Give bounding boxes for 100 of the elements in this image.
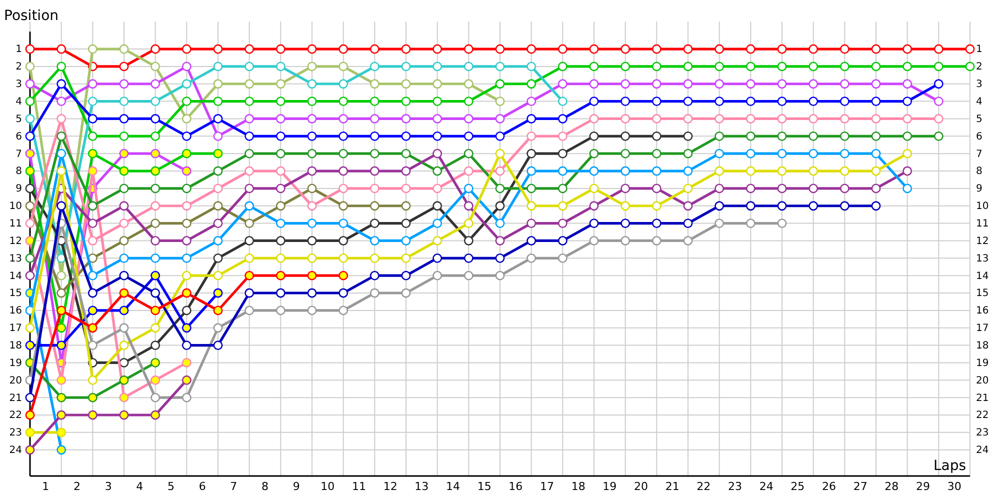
point bbox=[88, 306, 98, 316]
point bbox=[370, 62, 380, 72]
point bbox=[777, 148, 787, 158]
point bbox=[714, 218, 724, 228]
point bbox=[526, 184, 536, 194]
point bbox=[25, 392, 35, 402]
point bbox=[56, 340, 66, 350]
point bbox=[88, 131, 98, 141]
point bbox=[746, 44, 756, 54]
point bbox=[56, 270, 66, 280]
point bbox=[276, 114, 286, 124]
point bbox=[401, 96, 411, 106]
point bbox=[495, 44, 505, 54]
point bbox=[338, 288, 348, 298]
point bbox=[88, 79, 98, 89]
point bbox=[589, 44, 599, 54]
y-tick-label: 1 bbox=[16, 44, 22, 56]
point bbox=[338, 131, 348, 141]
point bbox=[338, 79, 348, 89]
point bbox=[182, 218, 192, 228]
point bbox=[307, 184, 317, 194]
point bbox=[777, 201, 787, 211]
x-tick-label: 28 bbox=[884, 480, 899, 493]
x-tick-label: 20 bbox=[634, 480, 648, 493]
point bbox=[464, 79, 474, 89]
point bbox=[746, 166, 756, 176]
point bbox=[683, 96, 693, 106]
point bbox=[432, 148, 442, 158]
point bbox=[683, 166, 693, 176]
point bbox=[432, 114, 442, 124]
point bbox=[338, 236, 348, 246]
y-tick-label: 18 bbox=[9, 340, 22, 352]
y2-tick-label: 6 bbox=[976, 131, 982, 142]
x-tick-label: 23 bbox=[728, 480, 742, 493]
point bbox=[338, 270, 348, 280]
point bbox=[464, 201, 474, 211]
point bbox=[182, 184, 192, 194]
point bbox=[244, 253, 254, 263]
x-tick-label: 2 bbox=[74, 480, 80, 493]
point bbox=[338, 253, 348, 263]
point bbox=[401, 253, 411, 263]
point bbox=[338, 306, 348, 316]
point bbox=[276, 270, 286, 280]
point bbox=[464, 148, 474, 158]
point bbox=[840, 184, 850, 194]
point bbox=[370, 201, 380, 211]
y-tick-label: 3 bbox=[16, 79, 22, 90]
point bbox=[902, 96, 912, 106]
x-tick-label: 22 bbox=[696, 480, 711, 493]
point bbox=[88, 148, 98, 158]
point bbox=[150, 44, 160, 54]
point bbox=[808, 96, 818, 106]
point bbox=[808, 148, 818, 158]
point bbox=[150, 148, 160, 158]
point bbox=[119, 236, 129, 246]
point bbox=[620, 166, 630, 176]
point bbox=[276, 236, 286, 246]
point bbox=[338, 184, 348, 194]
y-tick-label: 12 bbox=[9, 236, 22, 247]
point bbox=[589, 184, 599, 194]
point bbox=[746, 131, 756, 141]
point bbox=[620, 62, 630, 72]
point bbox=[213, 44, 223, 54]
point bbox=[150, 96, 160, 106]
point bbox=[558, 131, 568, 141]
point bbox=[746, 62, 756, 72]
point bbox=[182, 148, 192, 158]
y-tick-label: 4 bbox=[16, 96, 22, 108]
x-tick-label: 27 bbox=[853, 480, 868, 493]
point bbox=[902, 79, 912, 89]
point bbox=[589, 218, 599, 228]
point bbox=[213, 306, 223, 316]
point bbox=[56, 201, 66, 211]
point bbox=[276, 306, 286, 316]
point bbox=[589, 201, 599, 211]
point bbox=[56, 410, 66, 420]
y-tick-label: 24 bbox=[9, 445, 22, 456]
point bbox=[683, 79, 693, 89]
x-tick-label: 19 bbox=[602, 480, 617, 493]
point bbox=[714, 201, 724, 211]
point bbox=[150, 253, 160, 263]
y2-tick-label: 15 bbox=[976, 288, 989, 300]
point bbox=[307, 253, 317, 263]
point bbox=[683, 44, 693, 54]
x-tick-label: 29 bbox=[916, 480, 930, 493]
point bbox=[652, 218, 662, 228]
point bbox=[88, 218, 98, 228]
point bbox=[432, 44, 442, 54]
point bbox=[589, 96, 599, 106]
x-tick-label: 1 bbox=[42, 480, 50, 493]
point bbox=[714, 44, 724, 54]
point bbox=[526, 62, 536, 72]
point bbox=[464, 62, 474, 72]
point bbox=[150, 270, 160, 280]
point bbox=[276, 44, 286, 54]
point bbox=[714, 96, 724, 106]
point bbox=[88, 323, 98, 333]
point bbox=[808, 184, 818, 194]
point bbox=[150, 410, 160, 420]
point bbox=[840, 62, 850, 72]
